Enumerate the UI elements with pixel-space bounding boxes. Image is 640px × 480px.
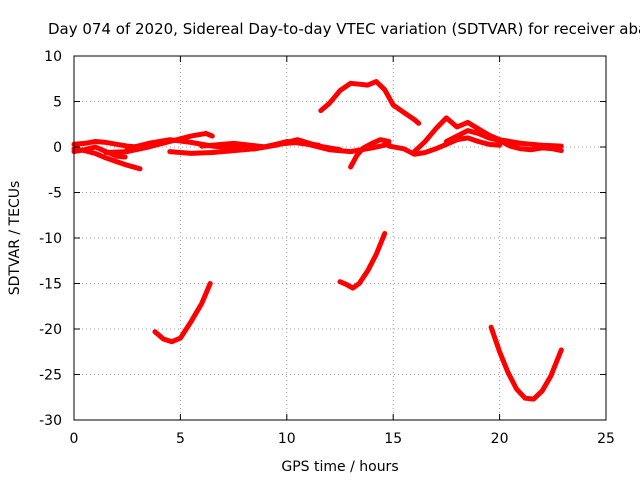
y-tick-label: -10	[39, 231, 62, 247]
x-tick-label: 10	[278, 431, 296, 447]
y-tick-label: -25	[39, 368, 62, 384]
x-tick-label: 25	[597, 431, 615, 447]
y-tick-label: -5	[48, 186, 62, 202]
series-line-arc-8	[348, 137, 392, 170]
series-line-arc-9	[386, 135, 503, 157]
series-line-arc-10	[412, 115, 564, 155]
grid	[74, 56, 606, 420]
series-line-arc-15	[488, 324, 564, 402]
x-tick-label: 5	[176, 431, 185, 447]
x-tick-label: 0	[70, 431, 79, 447]
y-tick-label: 5	[53, 95, 62, 111]
y-tick-label: 10	[44, 49, 62, 65]
series-line-arc-12	[318, 79, 422, 126]
x-tick-label: 20	[491, 431, 509, 447]
y-axis-label: SDTVAR / TECUs	[7, 181, 23, 296]
series-line-arc-14	[337, 231, 388, 291]
y-tick-label: -30	[39, 413, 62, 429]
series-line-arc-11	[443, 128, 564, 154]
series-line-arc-13	[152, 281, 213, 345]
series-group	[71, 79, 564, 402]
y-tick-label: -15	[39, 277, 62, 293]
ticks: 0 5 10 15 20 25 10 5 0 -5 -10 -15 -20 -25 -30	[39, 49, 615, 447]
x-axis-label: GPS time / hours	[281, 459, 398, 475]
y-tick-label: -20	[39, 322, 62, 338]
series-line-arc-3	[71, 144, 128, 160]
x-tick-label: 15	[384, 431, 402, 447]
chart-title: Day 074 of 2020, Sidereal Day-to-day VTE…	[48, 20, 640, 38]
series-line-arc-1	[71, 139, 141, 150]
y-tick-label: 0	[53, 140, 62, 156]
